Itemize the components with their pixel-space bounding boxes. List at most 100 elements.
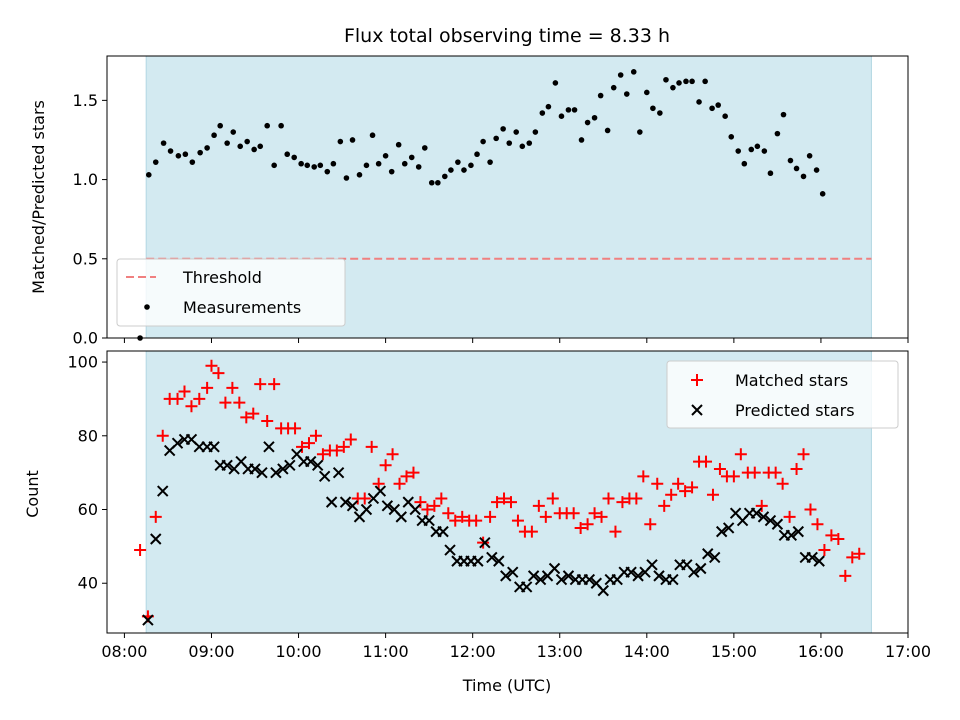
measurement-point [152, 159, 159, 165]
measurement-point [291, 154, 297, 161]
predicted-point [597, 584, 609, 597]
predicted-point [472, 555, 484, 567]
matched-point [428, 499, 441, 512]
top-axes-frame [106, 55, 909, 339]
measurement-point [408, 154, 415, 161]
matched-point [769, 466, 782, 479]
measurement-point [160, 140, 167, 146]
measurement-point [284, 151, 291, 158]
measurement-point [728, 133, 735, 140]
bottom-panel: 40 60 80 100 08:00 09:00 10:00 11:00 12:00 13:00 1… [67, 350, 931, 661]
predicted-point [688, 566, 700, 578]
matched-point [734, 448, 747, 461]
measurement-point [683, 78, 689, 85]
bottom-legend-box [666, 360, 899, 429]
measurement-point [604, 127, 611, 134]
predicted-point [562, 570, 575, 582]
measurement-point [145, 172, 152, 178]
matched-point [212, 367, 225, 380]
matched-point [776, 477, 789, 490]
matched-point [372, 477, 385, 490]
measurement-point [298, 160, 304, 167]
matched-point [134, 544, 147, 557]
measurement-point [754, 143, 761, 150]
measurement-point [493, 135, 499, 142]
measurement-point [741, 160, 748, 167]
x-tick-label: 10:00 [275, 642, 321, 661]
matched-point [358, 492, 371, 505]
measurement-point [623, 91, 630, 97]
predicted-point [695, 562, 707, 575]
matched-point [254, 378, 267, 391]
matched-point [630, 492, 643, 505]
measurement-point [304, 162, 311, 169]
measurement-point [217, 122, 223, 129]
measurement-point [584, 119, 591, 126]
measurement-point [513, 129, 520, 135]
matched-point [491, 496, 504, 509]
x-tick-label: 17:00 [885, 642, 931, 661]
measurement-point [735, 148, 742, 154]
predicted-point [423, 514, 435, 527]
measurement-point [435, 179, 441, 186]
predicted-point [256, 466, 268, 479]
matched-point [421, 503, 434, 516]
measurement-point [388, 168, 395, 175]
matched-point [386, 448, 399, 461]
matched-point [706, 488, 719, 501]
matched-point [546, 492, 559, 505]
predicted-point [646, 559, 658, 571]
measurement-point [761, 148, 768, 154]
measurement-point [343, 175, 350, 181]
measurement-point [519, 143, 526, 150]
x-tick-label: 09:00 [188, 642, 234, 661]
predicted-point [374, 485, 387, 497]
matched-point [219, 396, 232, 409]
predicted-point [208, 441, 220, 453]
measurement-point [748, 146, 755, 153]
bottom-y-tick-label: 100 [67, 353, 98, 372]
measurement-point [244, 138, 250, 145]
measurement-point [401, 160, 408, 167]
matched-point [247, 407, 260, 420]
predicted-point [486, 551, 498, 564]
chart-title: Flux total observing time = 8.33 h [344, 25, 670, 47]
measurement-point [578, 137, 585, 143]
matched-point [853, 547, 866, 560]
bottom-axes-frame [106, 350, 909, 634]
measurement-point [526, 140, 533, 146]
measurement-point [257, 143, 264, 150]
measurement-point [448, 167, 454, 173]
predicted-point [667, 573, 679, 586]
measurement-point [237, 143, 244, 150]
predicted-point [157, 485, 169, 497]
measurement-point [819, 191, 826, 197]
top-panel: 0.0 0.5 1.0 1.5 Threshold Measurements [73, 55, 909, 348]
measurement-point [224, 140, 230, 146]
measurement-point [204, 145, 210, 151]
matched-point [567, 507, 580, 520]
measurement-point [670, 84, 676, 91]
legend-matched-swatch [691, 374, 703, 386]
matched-point [755, 499, 768, 512]
measurement-point [468, 162, 474, 169]
matched-point [686, 481, 699, 494]
matched-point [470, 514, 483, 527]
predicted-point [750, 507, 763, 519]
measurement-point [722, 113, 728, 120]
measurement-point [637, 129, 643, 135]
matched-point [532, 499, 545, 512]
measurement-point [500, 126, 506, 132]
predicted-point [583, 573, 596, 586]
predicted-point [806, 551, 818, 564]
measurement-point [442, 173, 448, 180]
matched-point [839, 569, 852, 582]
measurement-point [539, 110, 546, 116]
matched-point [713, 462, 726, 475]
matched-point [233, 396, 246, 409]
matched-point [609, 525, 622, 538]
predicted-point [548, 562, 561, 575]
measurement-point [571, 107, 578, 113]
predicted-point [318, 470, 331, 483]
predicted-point [653, 570, 665, 582]
